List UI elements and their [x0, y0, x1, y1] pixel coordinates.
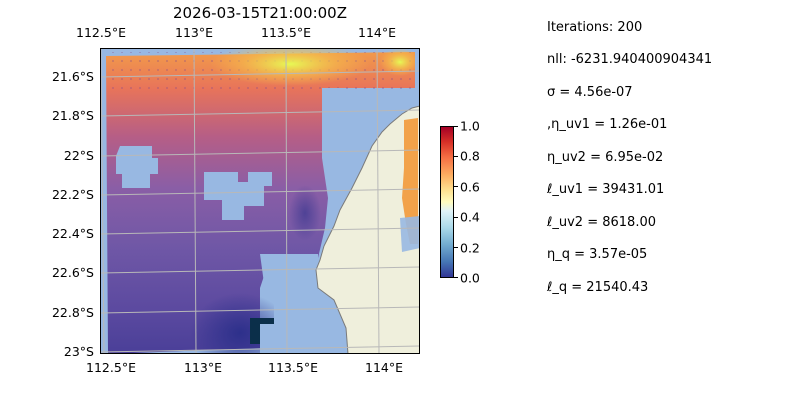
high-value-region	[380, 48, 420, 76]
data-gap	[400, 216, 420, 252]
low-value-region	[289, 185, 321, 241]
colorbar	[440, 126, 454, 278]
param-ell-uv2: ℓ_uv2 = 8618.00	[547, 215, 656, 230]
bottom-tick-label: 113°E	[183, 360, 223, 375]
data-gap	[260, 254, 330, 354]
colorbar-tick	[454, 156, 458, 157]
plot-title: 2026-03-15T21:00:00Z	[173, 4, 347, 22]
bottom-tick-label: 114°E	[364, 360, 404, 375]
param-eta-uv2: η_uv2 = 6.95e-02	[547, 150, 664, 165]
map-border	[100, 48, 420, 354]
data-gap	[204, 172, 272, 220]
left-tick-label: 22.8°S	[51, 305, 94, 320]
colorbar-label: 0.8	[460, 148, 480, 164]
coastal-field	[402, 118, 418, 244]
left-tick-label: 21.8°S	[51, 108, 94, 123]
param-eta-q: η_q = 3.57e-05	[547, 247, 648, 262]
land	[315, 105, 421, 355]
top-tick-label: 112.5°E	[76, 25, 126, 40]
colorbar-label: 0.2	[460, 240, 480, 256]
graticule	[99, 47, 421, 355]
map-panel	[99, 42, 421, 373]
bottom-tick-label: 113.5°E	[268, 360, 318, 375]
left-tick-label: 21.6°S	[51, 69, 94, 84]
colorbar-tick	[454, 247, 458, 248]
colorbar-tick	[454, 277, 458, 278]
colorbar-label: 0.0	[460, 270, 480, 286]
left-tick-label: 22.2°S	[51, 187, 94, 202]
param-ell-q: ℓ_q = 21540.43	[547, 280, 649, 295]
top-tick-label: 113°E	[174, 25, 214, 40]
map-svg	[99, 42, 421, 373]
high-value-region	[210, 42, 370, 86]
left-tick-label: 22.6°S	[51, 265, 94, 280]
param-eta-uv1: ,η_uv1 = 1.26e-01	[547, 117, 668, 132]
param-sigma: σ = 4.56e-07	[547, 85, 633, 100]
left-tick-label: 23°S	[63, 344, 94, 359]
top-tick-label: 114°E	[357, 25, 397, 40]
top-tick-label: 113.5°E	[261, 25, 311, 40]
colorbar-label: 0.4	[460, 209, 480, 225]
param-nll: nll: -6231.940400904341	[547, 52, 713, 67]
colorbar-tick	[454, 186, 458, 187]
bottom-tick-label: 112.5°E	[86, 360, 136, 375]
param-ell-uv1: ℓ_uv1 = 39431.01	[547, 182, 665, 197]
left-tick-label: 22.4°S	[51, 226, 94, 241]
data-gap	[116, 146, 158, 188]
left-tick-label: 22°S	[63, 148, 94, 163]
colorbar-tick	[454, 217, 458, 218]
colorbar-label: 1.0	[460, 118, 480, 134]
param-iterations: Iterations: 200	[547, 20, 643, 35]
colorbar-label: 0.6	[460, 179, 480, 195]
colorbar-tick	[454, 126, 458, 127]
